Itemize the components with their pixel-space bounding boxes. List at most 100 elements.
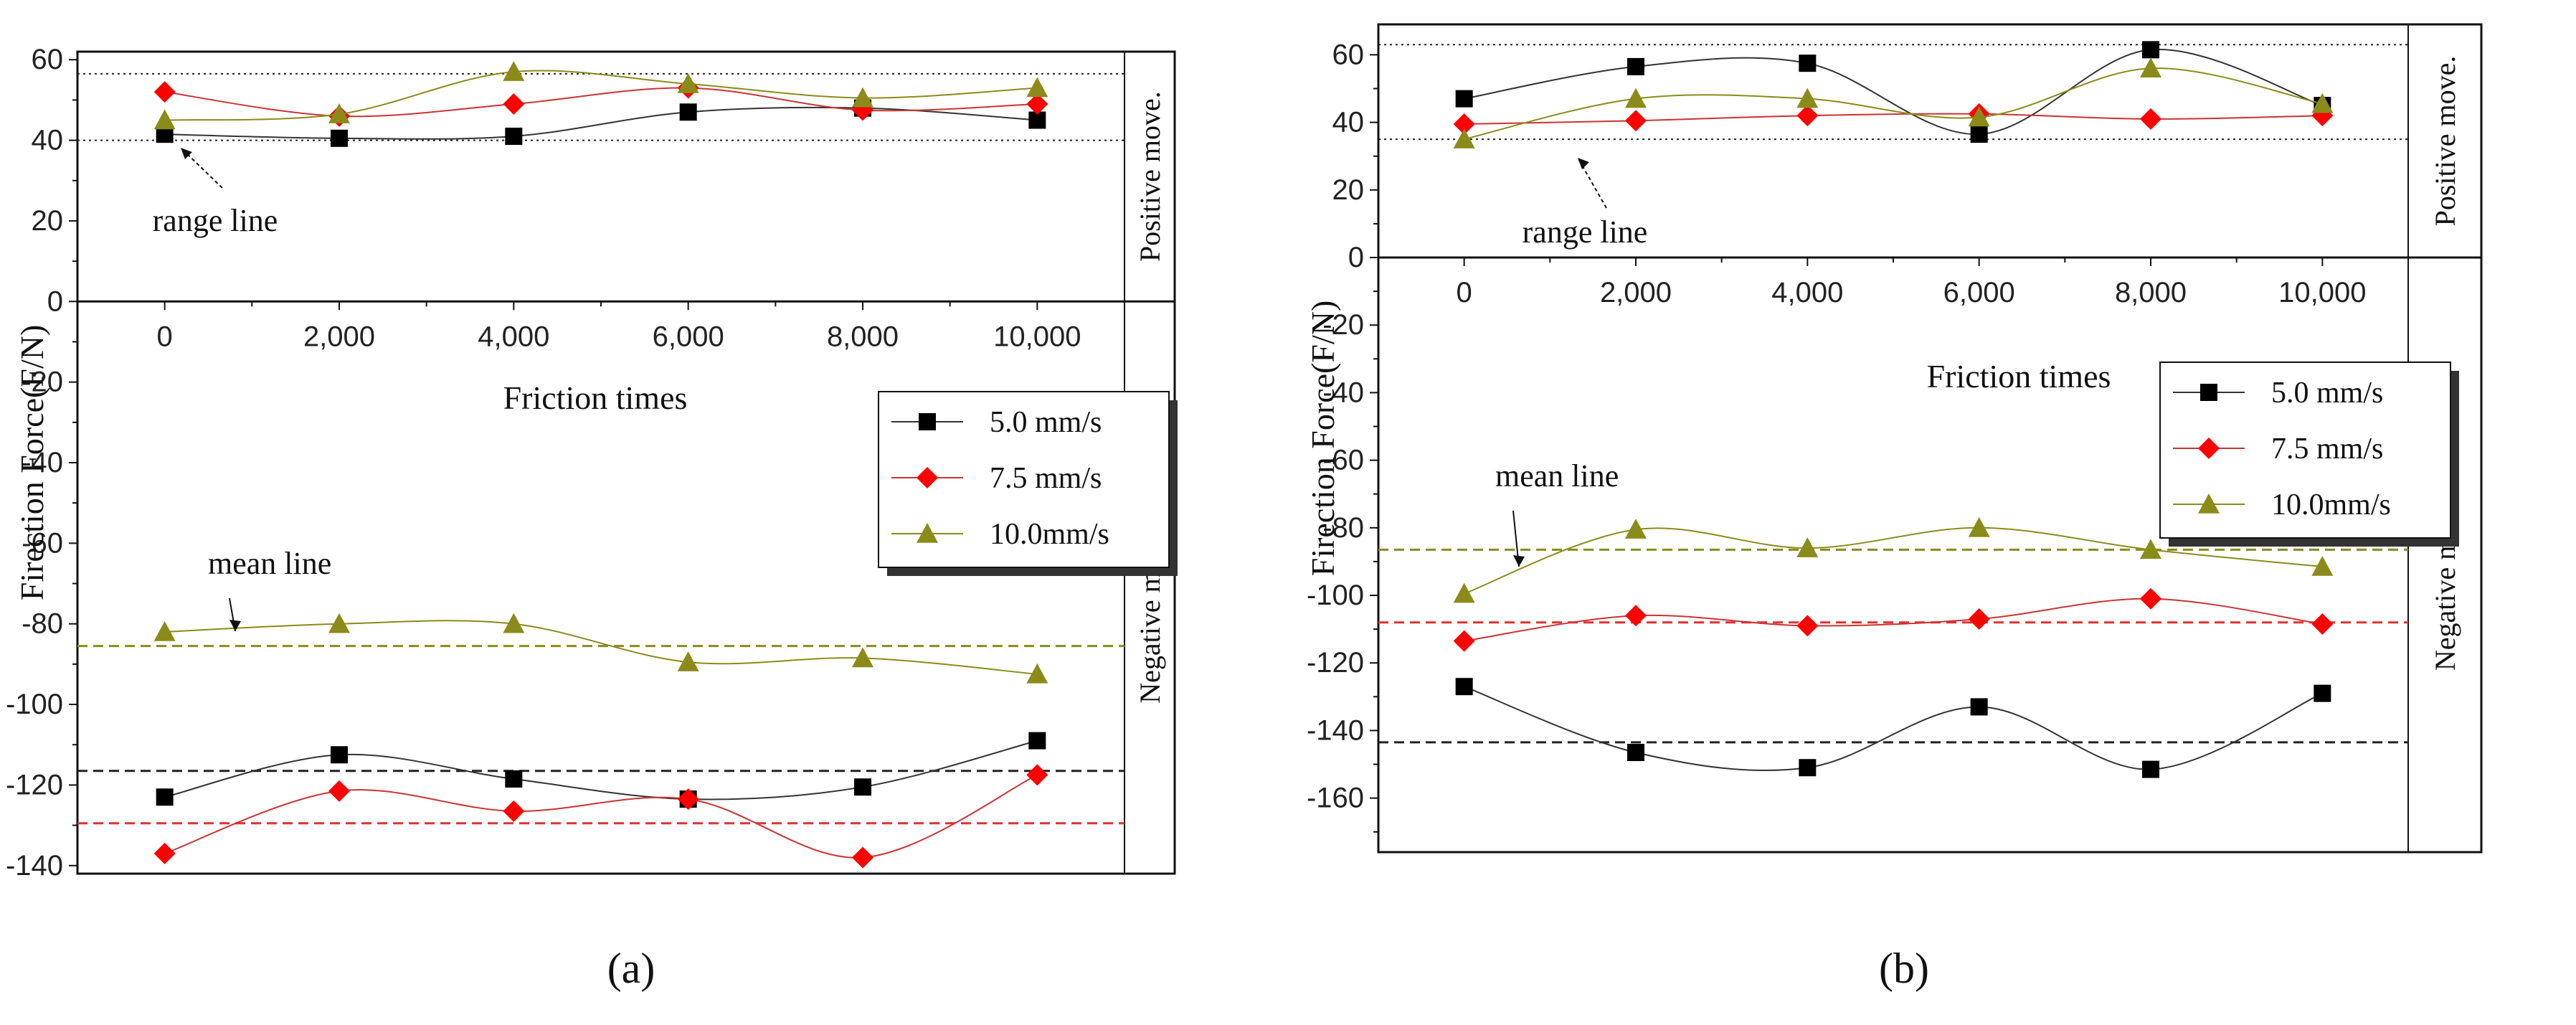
data-point	[2140, 539, 2161, 559]
mean-arrowhead	[1513, 555, 1525, 567]
y-tick-label: -20	[1322, 309, 1364, 341]
range-line-label: range line	[1523, 214, 1648, 250]
positive-move-label: Positive move.	[2429, 56, 2461, 227]
y-tick-label: -60	[1322, 445, 1364, 476]
series-line	[1464, 597, 2323, 642]
data-point	[2140, 587, 2161, 610]
y-tick-label: -160	[1307, 783, 1364, 814]
data-point	[677, 651, 699, 671]
data-point	[677, 788, 699, 811]
mean-arrowhead	[229, 620, 241, 631]
y-tick-label: -120	[1307, 647, 1364, 679]
data-point	[1026, 93, 1048, 115]
series-line	[1464, 48, 2323, 136]
data-point	[1627, 57, 1644, 75]
series-5-0-mm-s	[1455, 41, 2331, 778]
y-tick-label: 60	[32, 44, 64, 75]
data-point	[331, 129, 348, 147]
data-point	[2311, 93, 2334, 113]
series-7-5-mm-s	[1453, 103, 2334, 652]
y-tick-label: -140	[6, 850, 63, 882]
y-tick-label: 20	[1332, 174, 1365, 206]
data-point	[854, 778, 871, 796]
data-point	[1026, 764, 1048, 786]
x-tick-label: 10,000	[993, 321, 1081, 352]
data-point	[503, 613, 525, 633]
x-tick-label: 2,000	[1600, 277, 1672, 308]
data-point	[153, 109, 176, 130]
data-point	[1625, 88, 1647, 108]
mean-line-label: mean line	[1495, 458, 1619, 493]
x-tick-label: 6,000	[1943, 277, 2015, 308]
x-tick-label: 4,000	[1771, 277, 1843, 308]
data-point	[1799, 759, 1817, 777]
panel-a: 60 40 20 0 -20 -40 -60 -80 -100 -120 -140 0 2,000 4,0…	[6, 44, 1178, 992]
x-tick-label: 10,000	[2278, 277, 2366, 308]
x-tick-label: 0	[157, 321, 173, 352]
panel-b: 60 40 20 0 -20 -40 -60 -80 -100 -120 -140 -160 0 2,00…	[1304, 23, 2483, 992]
y-tick-label: -20	[22, 367, 63, 398]
y-tick-label: -120	[6, 769, 63, 800]
data-point	[153, 81, 176, 103]
x-tick-label: 8,000	[2115, 277, 2187, 308]
x-tick-label: 4,000	[478, 321, 549, 352]
legend-label: 10.0mm/s	[990, 518, 1109, 551]
y-tick-label: -80	[22, 608, 63, 640]
y-axis-title: Firection Force(F/N)	[14, 325, 50, 601]
y-tick-label: -140	[1307, 714, 1364, 746]
data-point	[503, 93, 525, 115]
data-point	[1796, 105, 1819, 127]
data-point	[1796, 88, 1819, 108]
data-point	[1028, 732, 1046, 750]
y-axis-title: Firection Force(F/N)	[1304, 301, 1341, 577]
data-point	[503, 800, 525, 822]
series-10-0mm-s	[1453, 57, 2334, 603]
series-line	[164, 620, 1038, 675]
y-tick-label: -100	[6, 689, 63, 720]
data-point	[1968, 516, 1990, 537]
legend-marker	[917, 467, 938, 488]
x-tick-label: 2,000	[303, 321, 375, 352]
data-point	[1796, 537, 1819, 557]
data-point	[1625, 605, 1647, 627]
x-axis-title: Friction times	[503, 379, 688, 416]
data-point	[503, 61, 525, 81]
data-point	[2142, 41, 2159, 59]
x-tick-label: 0	[1457, 277, 1472, 308]
legend-marker	[2200, 384, 2217, 401]
legend: 5.0 mm/s 7.5 mm/s 10.0mm/s	[2159, 362, 2459, 547]
range-arrowhead	[1578, 158, 1589, 169]
x-tick-label: 8,000	[827, 321, 899, 352]
y-tick-label: 20	[32, 205, 64, 237]
data-point	[1970, 698, 1988, 716]
legend-label: 5.0 mm/s	[990, 406, 1102, 439]
data-point	[1453, 113, 1475, 135]
legend-label: 5.0 mm/s	[2271, 377, 2383, 410]
data-point	[505, 127, 523, 145]
data-point	[1453, 630, 1475, 652]
range-arrowhead	[181, 148, 192, 159]
data-point	[852, 647, 873, 668]
series-line	[164, 740, 1038, 800]
y-tick-label: -60	[22, 527, 63, 559]
data-point	[153, 620, 176, 641]
y-tick-label: -40	[1322, 377, 1364, 408]
y-tick-label: -40	[22, 447, 63, 478]
y-tick-label: 0	[1348, 242, 1364, 273]
legend-marker	[2198, 493, 2220, 514]
data-point	[2140, 57, 2161, 77]
plot-frame	[1377, 23, 2483, 854]
y-tick-label: -80	[1322, 512, 1364, 544]
legend-label: 7.5 mm/s	[990, 462, 1102, 495]
y-tick-label: 0	[47, 285, 63, 317]
series-line	[164, 106, 1038, 140]
data-point	[2311, 613, 2334, 636]
data-point	[2314, 684, 2331, 702]
data-point	[328, 780, 350, 802]
panel-label: (b)	[1879, 945, 1929, 992]
data-point	[1453, 582, 1475, 603]
data-point	[2311, 555, 2334, 576]
data-point	[1625, 110, 1647, 132]
series-line	[164, 774, 1038, 859]
